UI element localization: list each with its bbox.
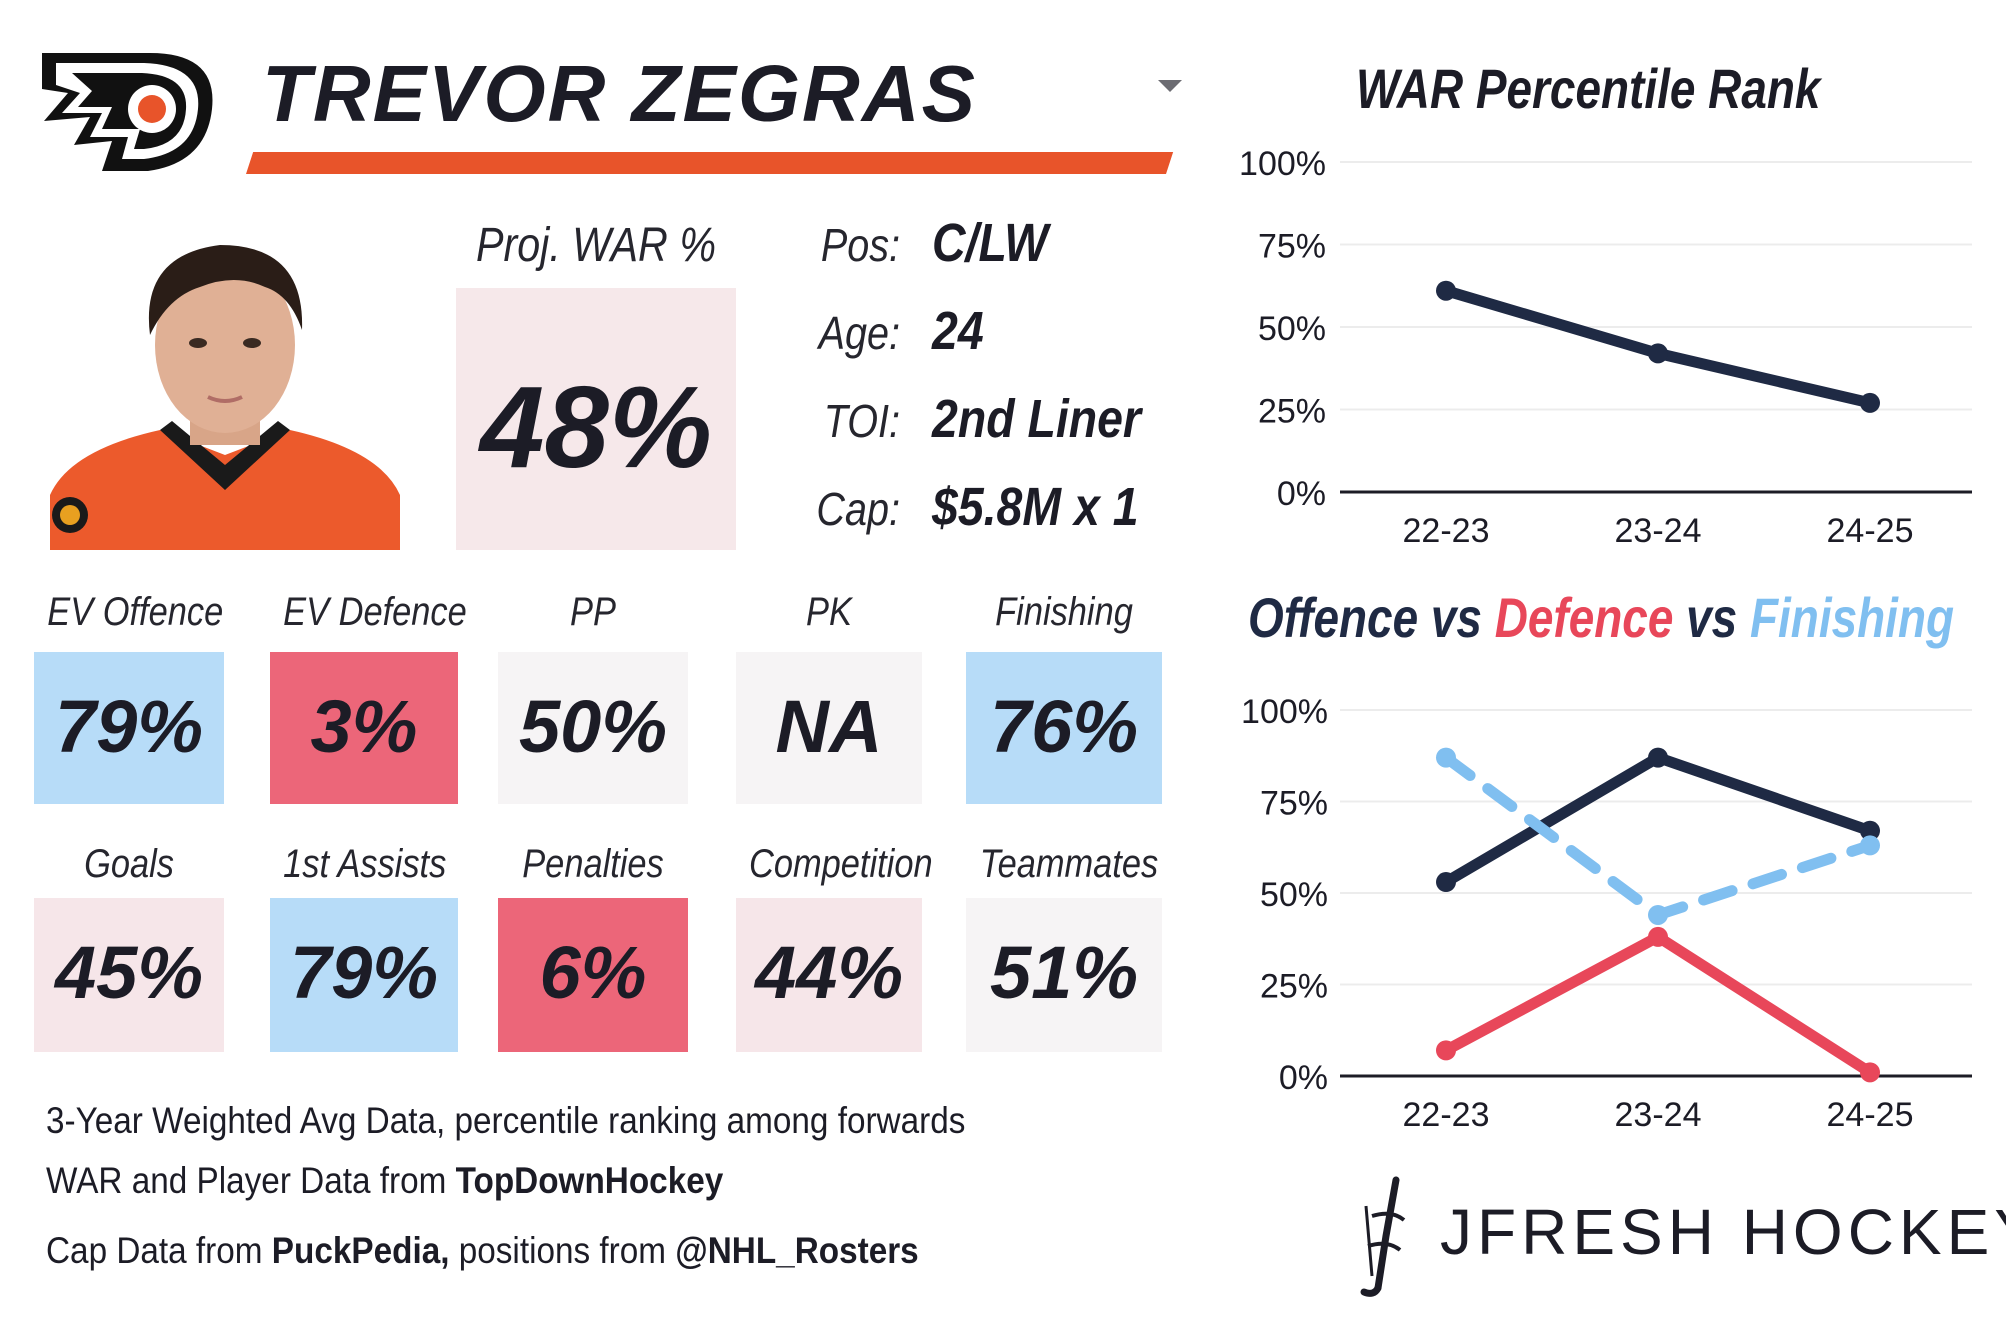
x-tick-label: 23-24 [1615,512,1702,550]
stat-label-teammates: Teammates [979,842,1159,886]
chart-offence-defence-finishing: 0% 25% 50% 75% 100% 22-23 23-24 24-25 [1241,693,1972,1130]
footer-source-topdownhockey: TopDownHockey [455,1160,724,1201]
stat-value-pk: NA [775,685,883,768]
stat-box-finishing: 76% [966,652,1162,804]
info-value-age: 24 [932,301,984,361]
chart2-title-defence: Defence [1494,586,1674,649]
player-photo [50,225,400,550]
series-line [1440,752,1876,921]
y-tick-label: 25% [1260,968,1328,1006]
chart2-title-vs-2: vs [1673,586,1750,649]
stat-value-competition: 44% [754,931,904,1014]
stat-value-teammates: 51% [989,931,1139,1014]
chart2-title-finishing: Finishing [1749,586,1955,649]
data-point [1648,926,1668,947]
stat-label-pk: PK [806,590,852,634]
data-point [1648,343,1668,364]
chevron-down-icon[interactable] [1158,80,1182,92]
y-tick-label: 100% [1239,145,1326,183]
stat-box-competition: 44% [736,898,922,1052]
x-tick-label: 22-23 [1403,1096,1490,1130]
y-tick-label: 0% [1279,1059,1328,1097]
stat-box-goals: 45% [34,898,224,1052]
stat-value-goals: 45% [54,931,204,1014]
stat-value-ev-offence: 79% [54,685,204,768]
chart2-title-vs-1: vs [1418,586,1495,649]
x-tick-label: 22-23 [1403,512,1490,550]
info-value-toi: 2nd Liner [932,389,1142,449]
chart2-title-offence: Offence [1248,586,1419,649]
y-tick-label: 100% [1241,693,1328,731]
y-tick-label: 50% [1260,876,1328,914]
data-point [1860,820,1880,841]
footer-note-2-prefix: WAR and Player Data from [46,1160,456,1201]
stat-value-ev-defence: 3% [310,685,418,768]
x-tick-label: 24-25 [1827,1096,1914,1130]
stat-box-pp: 50% [498,652,688,804]
player-name: TREVOR ZEGRAS [262,49,977,138]
data-point [1648,904,1668,925]
stat-label-penalties: Penalties [522,842,664,886]
info-label-cap: Cap: [816,483,900,535]
data-point [1860,835,1880,856]
data-point [1648,747,1668,768]
brand-name: JFRESH HOCKEY [1440,1196,2006,1268]
chart-war-percentile: 0% 25% 50% 75% 100% 22-23 23-24 24-25 [1239,145,1972,550]
stat-value-1st-assists: 79% [289,931,439,1014]
stat-value-finishing: 76% [989,685,1139,768]
proj-war-box [456,288,736,550]
stat-label-competition: Competition [749,842,933,886]
data-point [1436,872,1456,893]
data-point [1860,1062,1880,1083]
y-tick-label: 75% [1260,785,1328,823]
info-value-cap: $5.8M x 1 [932,477,1139,537]
stat-label-1st-assists: 1st Assists [283,842,447,886]
data-point [1436,280,1456,301]
info-value-pos: C/LW [932,213,1049,273]
footer-note-3: Cap Data from PuckPedia, positions from … [46,1230,919,1272]
name-underline [246,152,1174,174]
chart1-title: WAR Percentile Rank [1356,57,1821,120]
stat-label-finishing: Finishing [995,590,1133,634]
y-tick-label: 25% [1258,393,1326,431]
stat-label-pp: PP [570,590,616,634]
stat-label-ev-defence: EV Defence [283,590,467,634]
y-tick-label: 50% [1258,310,1326,348]
proj-war-label: Proj. WAR % [475,219,717,272]
info-label-age: Age: [818,307,900,359]
stat-box-teammates: 51% [966,898,1162,1052]
stat-value-penalties: 6% [539,931,647,1014]
stat-label-ev-offence: EV Offence [47,590,224,634]
series-line [1440,931,1876,1078]
proj-war-value: 48% [479,362,713,492]
footer-source-nhl-rosters: @NHL_Rosters [675,1230,919,1271]
data-point [1860,392,1880,413]
flyers-logo-icon [42,53,213,171]
footer-note-3-prefix: Cap Data from [46,1230,272,1271]
data-point [1436,747,1456,768]
y-tick-label: 75% [1258,228,1326,266]
stat-box-penalties: 6% [498,898,688,1052]
jfresh-logo-icon [1360,1176,1406,1297]
x-tick-label: 24-25 [1827,512,1914,550]
stat-label-goals: Goals [84,842,174,886]
stat-value-pp: 50% [518,685,668,768]
stat-box-ev-defence: 3% [270,652,458,804]
y-tick-label: 0% [1277,475,1326,513]
x-tick-label: 23-24 [1615,1096,1702,1130]
footer-note-3-middle: positions from [449,1230,676,1271]
info-label-toi: TOI: [823,395,900,447]
stat-box-ev-offence: 79% [34,652,224,804]
stat-box-pk: NA [736,652,922,804]
footer-note-1: 3-Year Weighted Avg Data, percentile ran… [46,1100,966,1141]
info-label-pos: Pos: [820,219,900,271]
stat-box-1st-assists: 79% [270,898,458,1052]
footer-source-puckpedia: PuckPedia, [271,1230,450,1271]
footer-note-2: WAR and Player Data from TopDownHockey [46,1160,723,1202]
data-point [1436,1040,1456,1061]
chart2-title: Offence vs Defence vs Finishing [1248,585,1954,650]
